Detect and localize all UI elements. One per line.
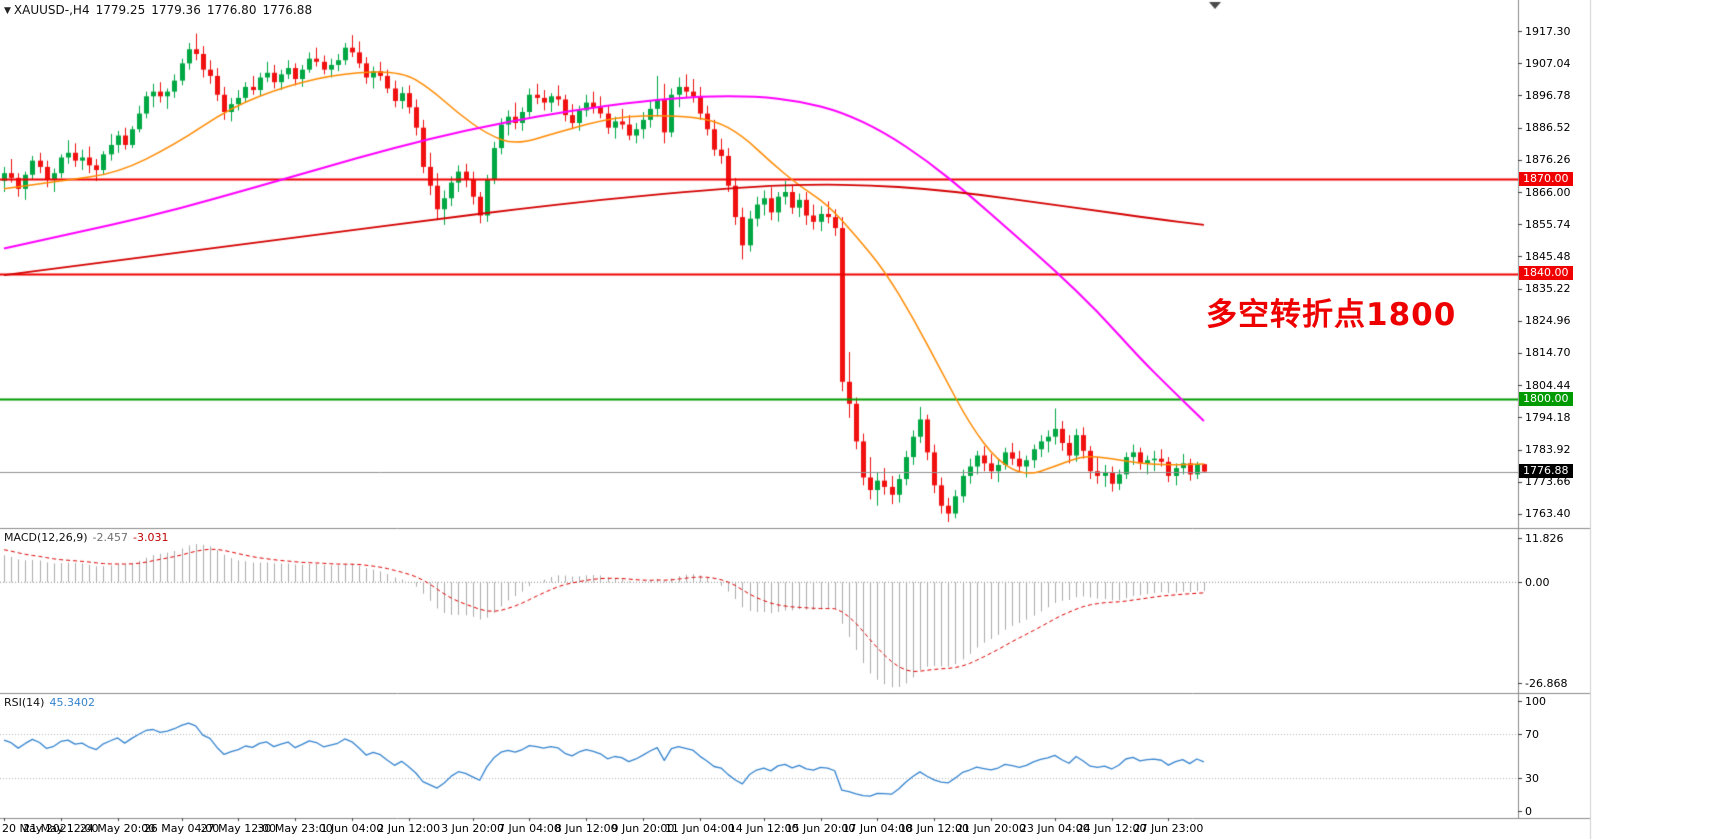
price-axis-label: 1886.52 <box>1525 121 1571 135</box>
time-axis-label: 14 Jun 12:00 <box>728 822 799 835</box>
price-axis-label: 1783.92 <box>1525 443 1571 456</box>
price-axis-label: 1763.40 <box>1525 507 1571 521</box>
time-axis-label: 21 Jun 20:00 <box>955 822 1026 835</box>
time-axis[interactable]: 20 May 2021 21 May 12:00 24 May 20:00 26 Ma… <box>0 818 1590 839</box>
price-level-badge: 1870.00 <box>1519 171 1573 186</box>
macd-name: MACD(12,26,9) <box>4 531 88 544</box>
price-axis-label: 1876.26 <box>1525 153 1571 167</box>
triangle-down-icon: ▼ <box>4 6 11 16</box>
price-axis-label: 1794.18 <box>1525 410 1571 424</box>
price-axis-label: 1907.04 <box>1525 56 1571 70</box>
time-axis-label: 9 Jun 20:00 <box>611 822 675 835</box>
time-axis-label: 27 Jun 23:00 <box>1133 822 1204 835</box>
macd-axis-label: -26.868 <box>1525 676 1568 690</box>
time-axis-label: 27 May 12:00 <box>200 822 277 835</box>
time-axis-label: 26 May 04:00 <box>143 822 220 835</box>
rsi-indicator-label: RSI(14) 45.3402 <box>4 696 100 709</box>
price-axis-label: 1855.74 <box>1525 217 1571 231</box>
price-level-badge: 1840.00 <box>1519 266 1573 281</box>
macd-axis-label: 11.826 <box>1525 531 1564 545</box>
chart-annotation-text[interactable]: 多空转折点1800 <box>1206 297 1457 333</box>
rsi-value: 45.3402 <box>49 696 95 709</box>
rsi-name: RSI(14) <box>4 696 45 709</box>
time-axis-label: 3 Jun 20:00 <box>441 822 505 835</box>
price-axis-label: 1896.78 <box>1525 88 1571 102</box>
rsi-axis-label: 100 <box>1525 694 1546 708</box>
chart-quote: ▼ XAUUSD-,H4 1779.25 1779.36 1776.80 1776.88 <box>4 3 318 17</box>
time-axis-label: 21 May 12:00 <box>23 822 99 835</box>
price-axis-label: 1814.70 <box>1525 346 1571 360</box>
price-axis-label: 1845.48 <box>1525 249 1571 263</box>
time-axis-label: 15 Jun 20:00 <box>785 822 856 835</box>
price-level-badge: 1800.00 <box>1519 391 1573 406</box>
time-axis-label: 1 Jun 04:00 <box>320 822 384 835</box>
macd-main-value: -2.457 <box>92 531 129 544</box>
time-axis-label: 30 May 23:00 <box>257 822 333 835</box>
price-axis[interactable]: 1917.30 1907.04 1896.78 1886.52 1876.26 1866.… <box>1518 0 1593 818</box>
time-axis-label: 8 Jun 12:00 <box>554 822 618 835</box>
quote-open: 1779.25 <box>95 3 146 17</box>
time-axis-label: 17 Jun 04:00 <box>842 822 913 835</box>
time-axis-label: 11 Jun 04:00 <box>664 822 735 835</box>
time-axis-label: 23 Jun 04:00 <box>1019 822 1090 835</box>
symbol-timeframe: XAUUSD-,H4 <box>13 3 90 17</box>
price-axis-label: 1866.00 <box>1525 185 1571 199</box>
macd-axis-label: 0.00 <box>1525 575 1550 589</box>
time-axis-label: 24 Jun 12:00 <box>1076 822 1147 835</box>
macd-signal-value: -3.031 <box>133 531 169 544</box>
time-axis-label: 18 Jun 12:00 <box>899 822 970 835</box>
price-axis-label: 1773.66 <box>1525 475 1571 489</box>
time-axis-label: 20 May 2021 <box>2 822 74 835</box>
quote-low: 1776.80 <box>206 3 257 17</box>
time-axis-label: 7 Jun 04:00 <box>497 822 561 835</box>
price-level-badge: 1776.88 <box>1519 464 1573 479</box>
price-axis-label: 1917.30 <box>1525 24 1571 38</box>
time-axis-label: 2 Jun 12:00 <box>377 822 441 835</box>
macd-indicator-label: MACD(12,26,9) -2.457 -3.031 <box>4 531 173 544</box>
quote-close: 1776.88 <box>262 3 313 17</box>
price-axis-label: 1835.22 <box>1525 282 1571 296</box>
time-axis-label: 24 May 20:00 <box>79 822 156 835</box>
price-axis-label: 1824.96 <box>1525 314 1571 328</box>
rsi-axis-label: 0 <box>1525 804 1532 818</box>
quote-high: 1779.36 <box>151 3 201 17</box>
rsi-axis-label: 30 <box>1525 771 1539 785</box>
rsi-axis-label: 70 <box>1525 727 1539 741</box>
price-axis-label: 1804.44 <box>1525 378 1571 392</box>
